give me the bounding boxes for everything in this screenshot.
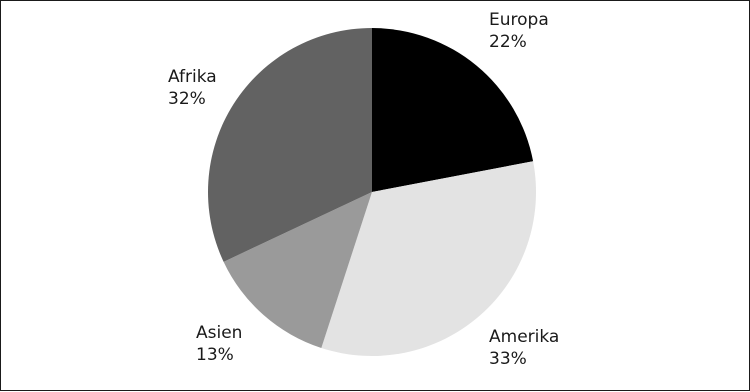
pie-slice-amerika — [321, 161, 537, 356]
pie-slice-europa — [372, 28, 534, 192]
slice-label-europa: Europa 22% — [489, 10, 549, 52]
pie-slice-afrika — [208, 28, 372, 262]
pie-slices — [208, 28, 537, 356]
slice-name: Afrika — [168, 67, 217, 87]
slice-percent: 33% — [489, 349, 527, 369]
pie-slice-asien — [223, 192, 372, 348]
slice-name: Europa — [489, 10, 549, 30]
slice-percent: 13% — [196, 345, 234, 365]
slice-percent: 22% — [489, 32, 527, 52]
slice-name: Asien — [196, 323, 242, 343]
pie-labels: Europa 22% Amerika 33% Asien 13% Afrika 32% — [168, 10, 559, 369]
slice-label-asien: Asien 13% — [196, 323, 242, 365]
slice-label-afrika: Afrika 32% — [168, 67, 217, 109]
slice-percent: 32% — [168, 89, 206, 109]
slice-label-amerika: Amerika 33% — [489, 327, 559, 369]
slice-name: Amerika — [489, 327, 559, 347]
